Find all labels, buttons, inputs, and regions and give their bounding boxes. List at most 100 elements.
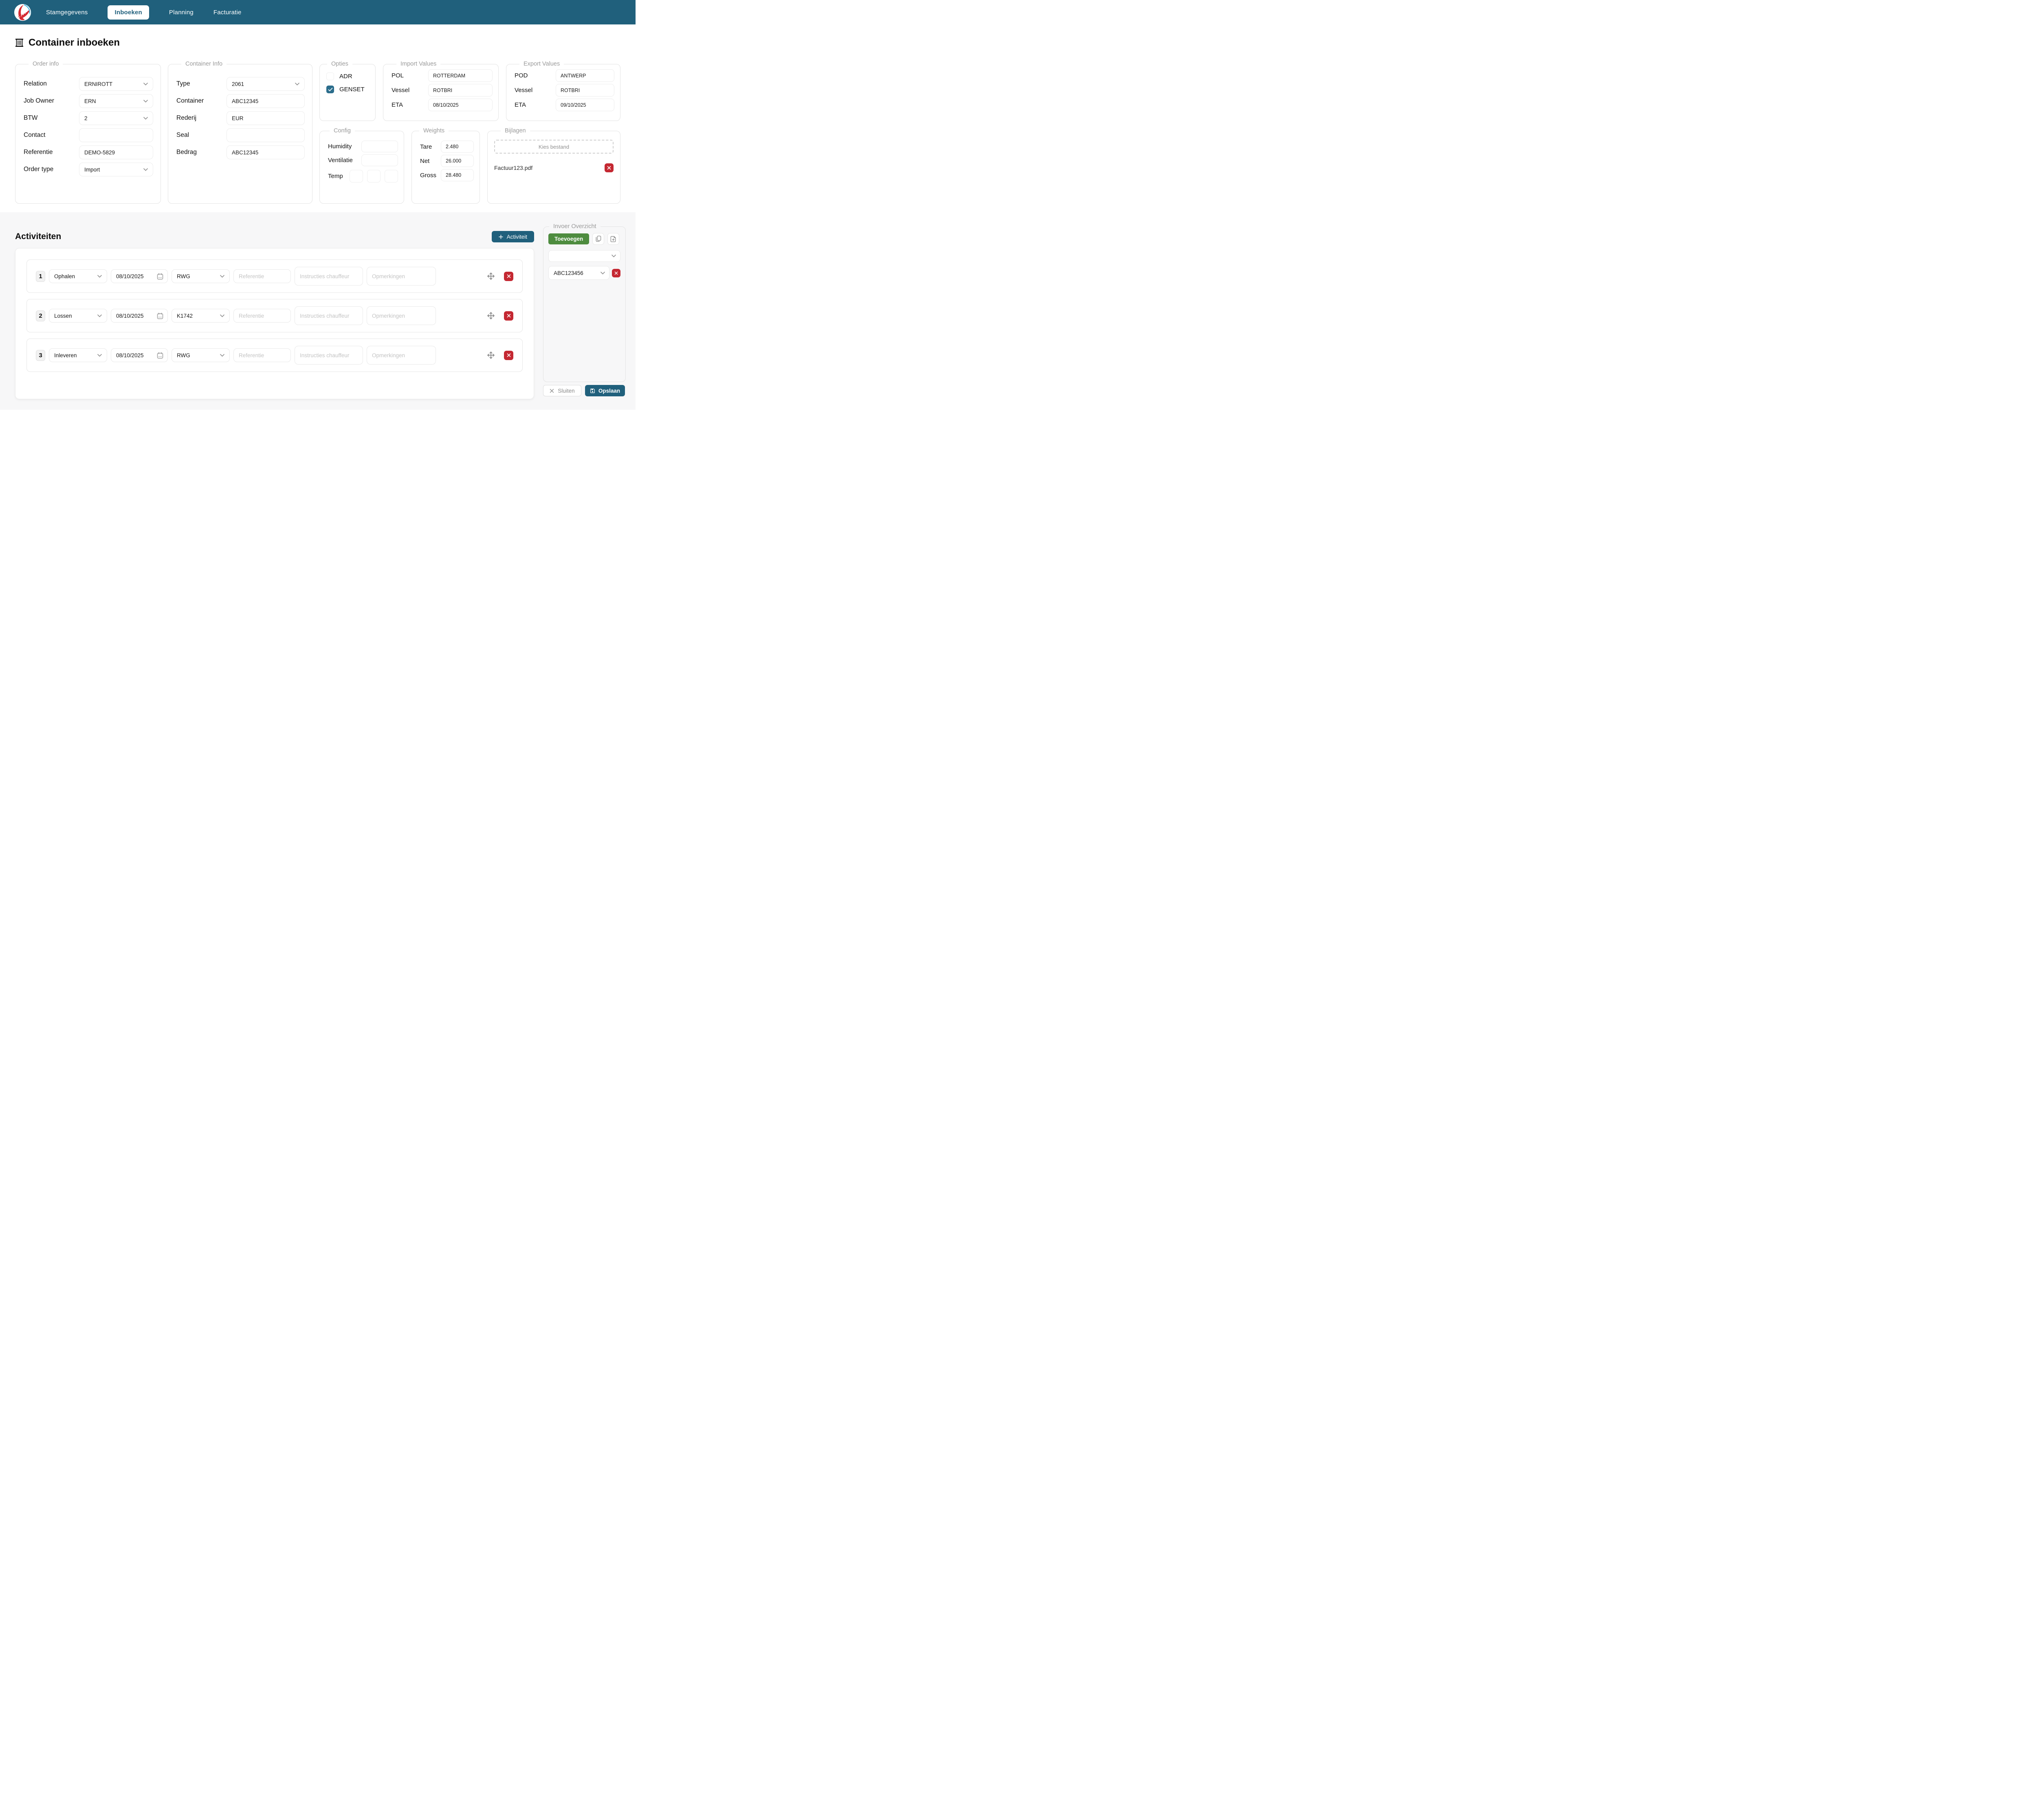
activity-location-select[interactable]: K1742: [172, 309, 230, 323]
activity-instructies-textarea[interactable]: Instructies chauffeur: [295, 346, 363, 365]
import-vessel-input[interactable]: ROTBRI: [428, 84, 493, 97]
save-icon: [590, 388, 595, 393]
activity-type-select[interactable]: Lossen: [49, 309, 107, 323]
instructies-placeholder: Instructies chauffeur: [300, 312, 350, 319]
opslaan-button[interactable]: Opslaan: [585, 385, 625, 396]
delete-activity-button[interactable]: [504, 271, 513, 281]
activity-date-input[interactable]: 08/10/2025: [111, 348, 168, 362]
pod-input[interactable]: ANTWERP: [556, 69, 614, 82]
nav-item-planning[interactable]: Planning: [169, 9, 194, 16]
activities-title: Activiteiten: [15, 232, 62, 241]
nav-item-inboeken[interactable]: Inboeken: [108, 5, 149, 20]
attachment-row: Factuur123.pdf: [494, 163, 614, 172]
order-type-select[interactable]: Import: [79, 163, 153, 176]
temp-input-2[interactable]: [367, 170, 381, 182]
bedrag-input[interactable]: ABC12345: [227, 145, 305, 159]
humidity-input[interactable]: [361, 141, 398, 152]
nav-item-stamgegevens[interactable]: Stamgegevens: [46, 9, 88, 16]
import-vessel-label: Vessel: [392, 87, 410, 94]
export-vessel-input[interactable]: ROTBRI: [556, 84, 614, 97]
remove-invoer-container-button[interactable]: [612, 268, 620, 277]
brand-logo[interactable]: [14, 4, 31, 21]
ventilatie-label: Ventilatie: [328, 157, 353, 164]
relation-select[interactable]: ERNIROTT: [79, 77, 153, 91]
drag-handle-icon[interactable]: [487, 351, 495, 359]
toevoegen-button[interactable]: Toevoegen: [548, 233, 590, 244]
referentie-placeholder: Referentie: [239, 352, 264, 358]
bedrag-label: Bedrag: [176, 149, 197, 156]
sluiten-button[interactable]: Sluiten: [543, 385, 581, 396]
export-values-legend: Export Values: [524, 61, 560, 67]
chevron-down-icon: [220, 354, 224, 357]
activity-opmerkingen-textarea[interactable]: Opmerkingen: [367, 267, 436, 286]
ventilatie-input[interactable]: [361, 154, 398, 166]
activity-type-select[interactable]: Ophalen: [49, 269, 107, 283]
contact-input[interactable]: [79, 128, 153, 142]
btw-select[interactable]: 2: [79, 111, 153, 125]
invoer-empty-select[interactable]: [548, 250, 620, 262]
dropzone-label: Kies bestand: [538, 143, 570, 150]
referentie-label: Referentie: [24, 149, 53, 156]
remove-attachment-button[interactable]: [605, 163, 614, 172]
pol-label: POL: [392, 72, 404, 79]
referentie-input[interactable]: DEMO-5829: [79, 145, 153, 159]
activity-date-input[interactable]: 08/10/2025: [111, 269, 168, 283]
activity-location-select[interactable]: RWG: [172, 348, 230, 362]
duplicate-document-button[interactable]: [607, 233, 620, 245]
net-label: Net: [420, 157, 430, 165]
tare-input[interactable]: 2.480: [441, 141, 474, 153]
add-activity-button[interactable]: Activiteit: [491, 231, 534, 242]
activity-instructies-textarea[interactable]: Instructies chauffeur: [295, 267, 363, 286]
gross-input[interactable]: 28.480: [441, 169, 474, 181]
bijlagen-legend: Bijlagen: [505, 127, 526, 134]
delete-activity-button[interactable]: [504, 350, 513, 360]
export-eta-value: 09/10/2025: [561, 102, 586, 108]
temp-label: Temp: [328, 173, 343, 180]
export-eta-input[interactable]: 09/10/2025: [556, 99, 614, 111]
genset-label: GENSET: [339, 86, 365, 93]
nav-item-facturatie[interactable]: Facturatie: [213, 9, 242, 16]
adr-checkbox[interactable]: [326, 73, 334, 80]
container-info-legend: Container Info: [185, 61, 223, 67]
activity-opmerkingen-textarea[interactable]: Opmerkingen: [367, 346, 436, 365]
activity-instructies-textarea[interactable]: Instructies chauffeur: [295, 306, 363, 325]
file-dropzone[interactable]: Kies bestand: [494, 140, 614, 154]
drag-handle-icon[interactable]: [487, 272, 495, 280]
order-type-label: Order type: [24, 166, 54, 173]
activity-location-select[interactable]: RWG: [172, 269, 230, 283]
delete-activity-button[interactable]: [504, 311, 513, 321]
import-eta-value: 08/10/2025: [433, 102, 459, 108]
temp-input-3[interactable]: [385, 170, 398, 182]
net-input[interactable]: 26.000: [441, 155, 474, 167]
close-icon: [607, 166, 611, 170]
gross-value: 28.480: [446, 172, 462, 178]
temp-input-1[interactable]: [350, 170, 363, 182]
genset-checkbox[interactable]: [326, 86, 334, 93]
pol-input[interactable]: ROTTERDAM: [428, 69, 493, 82]
activity-referentie-input[interactable]: Referentie: [233, 309, 291, 323]
invoer-container-select[interactable]: ABC123456: [548, 266, 609, 280]
activity-type-value: Lossen: [54, 312, 72, 319]
activity-opmerkingen-textarea[interactable]: Opmerkingen: [367, 306, 436, 325]
opties-legend: Opties: [331, 61, 348, 67]
rederij-value: EUR: [232, 115, 244, 121]
document-plus-icon: [610, 236, 616, 242]
instructies-placeholder: Instructies chauffeur: [300, 273, 350, 279]
activity-referentie-input[interactable]: Referentie: [233, 269, 291, 283]
activity-referentie-input[interactable]: Referentie: [233, 348, 291, 362]
activities-card: 1 Ophalen 08/10/2025 RWG Referentie Inst…: [15, 248, 534, 399]
copy-button[interactable]: [592, 233, 605, 245]
rederij-input[interactable]: EUR: [227, 111, 305, 125]
close-icon: [507, 314, 510, 318]
activity-date-value: 08/10/2025: [116, 312, 144, 319]
container-input[interactable]: ABC12345: [227, 94, 305, 108]
import-eta-input[interactable]: 08/10/2025: [428, 99, 493, 111]
drag-handle-icon[interactable]: [487, 312, 495, 320]
opmerkingen-placeholder: Opmerkingen: [372, 352, 405, 358]
activity-type-select[interactable]: Inleveren: [49, 348, 107, 362]
activity-date-input[interactable]: 08/10/2025: [111, 309, 168, 323]
job-owner-select[interactable]: ERN: [79, 94, 153, 108]
opties-panel: Opties ADR GENSET: [319, 61, 376, 121]
seal-input[interactable]: [227, 128, 305, 142]
type-select[interactable]: 2061: [227, 77, 305, 91]
